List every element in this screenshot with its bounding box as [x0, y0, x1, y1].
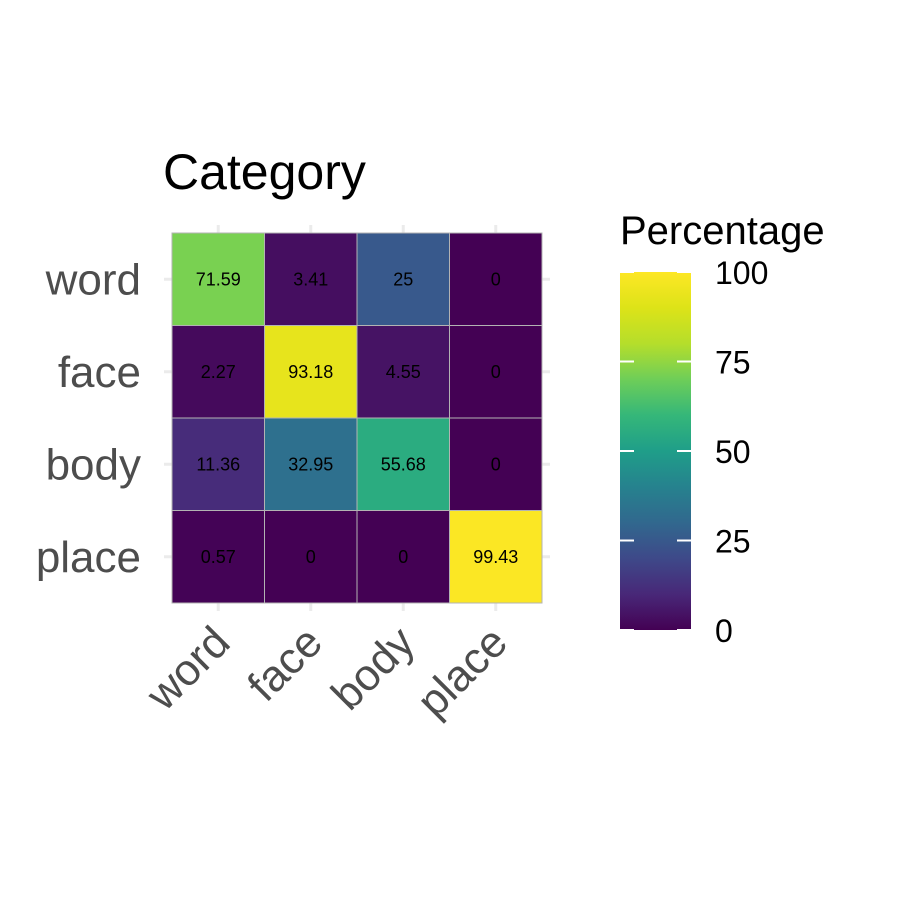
- x-tick-label-place: place: [408, 617, 517, 726]
- y-tick-label-face: face: [58, 348, 141, 397]
- heatmap-cell-body-body: [356, 417, 450, 511]
- heatmap-cell-place-place: [449, 510, 543, 604]
- heatmap-cell-labels: 71.59 3.41 25 0 2.27 93.18 4.55 0 11.36 32.95 55.6…: [196, 269, 519, 567]
- heatmap-cell-place-face: [264, 510, 358, 604]
- color-legend: Percentage 0 25 50 75 100: [620, 209, 825, 649]
- heatmap-cell-face-body: [356, 325, 450, 419]
- cell-label-place-place: 99.43: [473, 547, 518, 567]
- heatmap-cell-body-place: [449, 417, 543, 511]
- legend-tick-label-100: 100: [715, 255, 768, 291]
- cell-label-face-face: 93.18: [288, 362, 333, 382]
- legend-tick-label-0: 0: [715, 613, 733, 649]
- y-tick-label-body: body: [46, 440, 141, 489]
- cell-label-body-face: 32.95: [288, 454, 333, 474]
- heatmap-cell-place-body: [356, 510, 450, 604]
- legend-tick-label-25: 25: [715, 524, 751, 560]
- cell-label-body-body: 55.68: [381, 454, 426, 474]
- cell-label-face-place: 0: [491, 362, 501, 382]
- cell-label-face-body: 4.55: [386, 362, 421, 382]
- cell-label-word-word: 71.59: [196, 269, 241, 289]
- y-axis-tick-labels: word face body place: [36, 255, 141, 582]
- cell-label-body-place: 0: [491, 454, 501, 474]
- legend-title: Percentage: [620, 209, 825, 253]
- x-tick-label-word: word: [137, 617, 240, 720]
- x-tick-label-body: body: [322, 617, 424, 719]
- cell-label-place-face: 0: [306, 547, 316, 567]
- cell-label-body-word: 11.36: [196, 454, 240, 474]
- cell-label-place-body: 0: [398, 547, 408, 567]
- legend-ticks: 0 25 50 75 100: [620, 255, 768, 649]
- cell-label-face-word: 2.27: [201, 362, 236, 382]
- heatmap-cell-place-word: [171, 510, 265, 604]
- heatmap-cells: [171, 232, 543, 604]
- x-tick-label-face: face: [238, 617, 331, 710]
- cell-label-place-word: 0.57: [201, 547, 236, 567]
- cell-label-word-body: 25: [393, 269, 413, 289]
- heatmap-cell-face-place: [449, 325, 543, 419]
- cell-label-word-place: 0: [491, 269, 501, 289]
- heatmap-cell-face-face: [264, 325, 358, 419]
- heatmap-cell-word-place: [449, 232, 543, 326]
- heatmap-cell-word-face: [264, 232, 358, 326]
- heatmap-cell-word-word: [171, 232, 265, 326]
- legend-tick-label-50: 50: [715, 434, 751, 470]
- y-tick-label-word: word: [45, 255, 141, 304]
- cell-label-word-face: 3.41: [293, 269, 328, 289]
- y-tick-label-place: place: [36, 533, 141, 582]
- legend-tick-label-75: 75: [715, 345, 751, 381]
- heatmap-cell-word-body: [356, 232, 450, 326]
- chart-title: Category: [163, 144, 366, 200]
